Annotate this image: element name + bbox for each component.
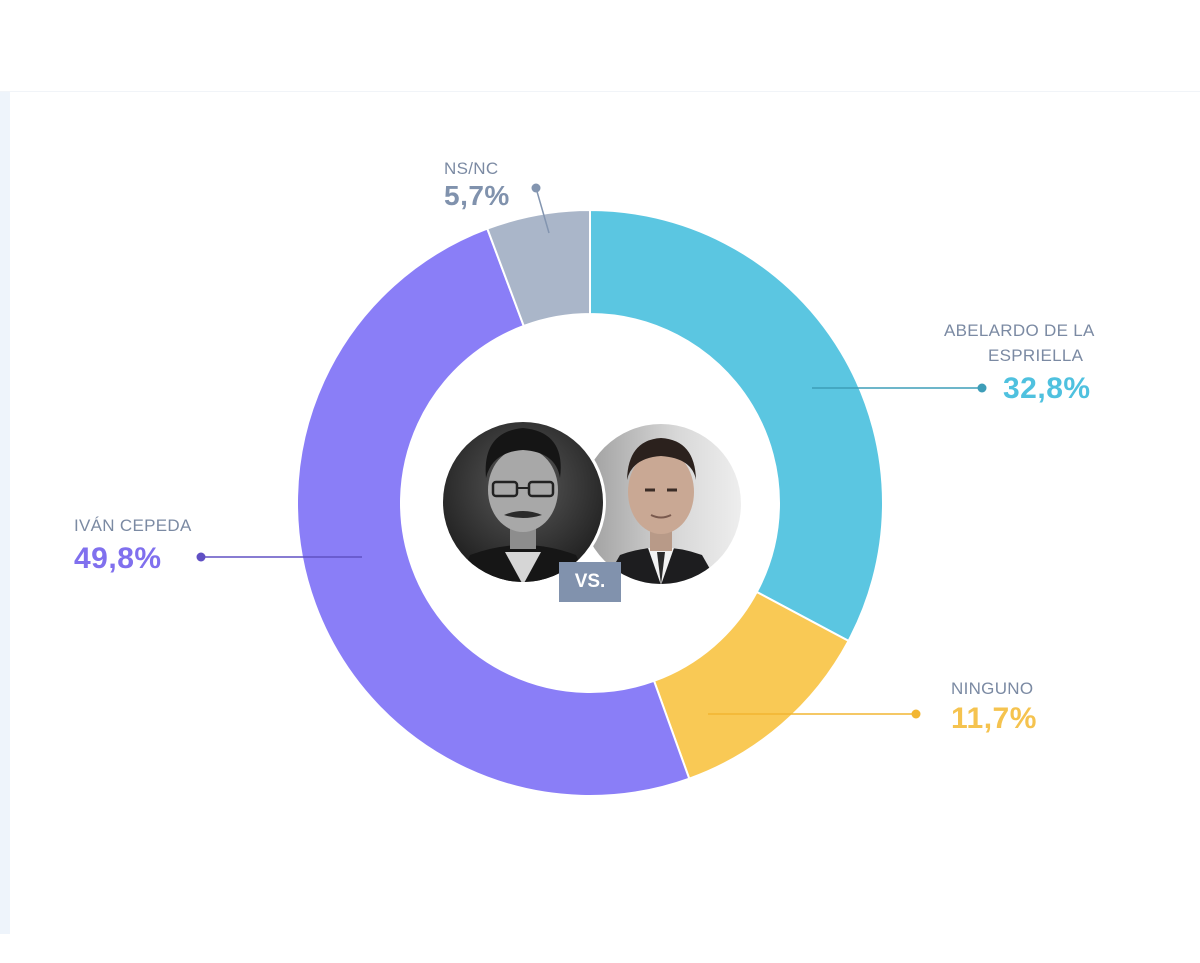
abelardo-value: 32,8%: [1003, 372, 1091, 405]
slice-abelardo: [589, 208, 884, 643]
ns-nc-label: NS/NC: [444, 159, 499, 178]
frame-left-border: [0, 92, 10, 934]
vs-badge: VS.: [559, 562, 621, 602]
ninguno-value: 11,7%: [951, 702, 1037, 735]
leader-ns-nc-dot: [531, 183, 541, 193]
portrait-ivan-cepeda: [440, 419, 606, 585]
slice-ivan-cepeda: [296, 227, 691, 797]
leader-abelardo-dot: [977, 383, 987, 393]
leader-ninguno-dot: [911, 709, 921, 719]
abelardo-label-line2: ESPRIELLA: [988, 346, 1084, 365]
leader-ivan-cepeda-dot: [196, 552, 206, 562]
abelardo-label-line1: ABELARDO DE LA: [944, 321, 1095, 340]
leader-ns-nc: [535, 187, 550, 234]
slice-ns-nc: [486, 208, 591, 328]
frame-top-divider: [0, 91, 1200, 92]
ivan-cepeda-label: IVÁN CEPEDA: [74, 516, 192, 535]
portrait-abelardo-de-la-espriella: [579, 422, 743, 586]
ninguno-label: NINGUNO: [951, 679, 1034, 698]
ns-nc-value: 5,7%: [444, 180, 510, 211]
ivan-cepeda-value: 49,8%: [74, 542, 162, 575]
